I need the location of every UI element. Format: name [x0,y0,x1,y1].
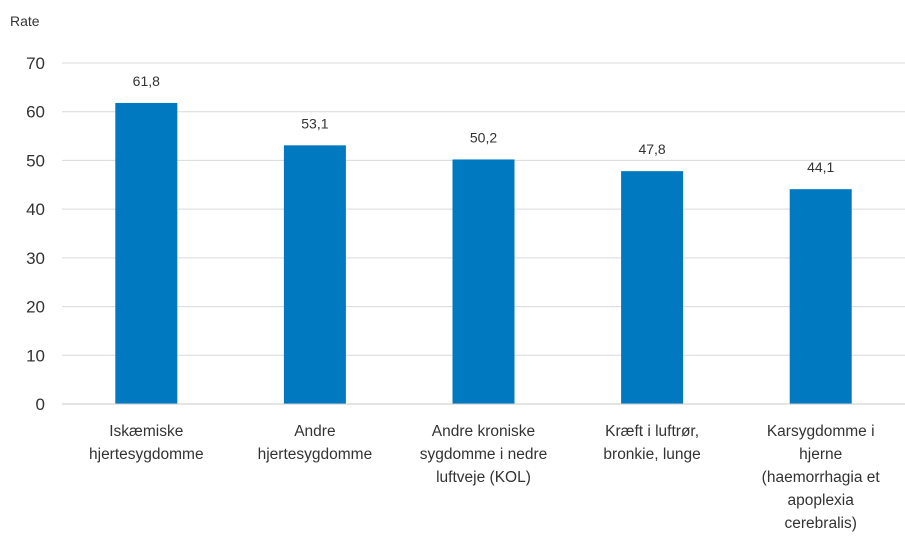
data-label: 44,1 [807,159,834,175]
x-axis-ticks: Iskæmiske hjertesygdomme Andre hjertesygdom… [89,423,880,532]
data-label: 50,2 [470,129,497,145]
data-label: 61,8 [133,73,160,89]
bar [621,171,684,404]
x-tick-label-line: Andre kroniske [432,423,535,440]
y-tick-label: 40 [26,200,45,219]
x-tick-label: Andre kroniske sygdomme i nedre luftveje (… [420,423,548,486]
y-axis-ticks: 0 10 20 30 40 50 60 70 [26,54,45,414]
y-tick-label: 20 [26,298,45,317]
bar [789,189,852,404]
data-labels: 61,8 53,1 50,2 47,8 44,1 [133,73,835,175]
x-tick-label-line: bronkie, lunge [603,446,700,463]
x-tick-label: Karsygdomme i hjerne (haemorrhagia et apopl… [762,423,881,532]
x-tick-label-line: hjertesygdomme [89,446,204,463]
x-tick-label: Iskæmiske hjertesygdomme [89,423,204,463]
x-tick-label: Kræft i luftrør, bronkie, lunge [603,423,700,463]
bar [115,102,178,405]
y-tick-label: 10 [26,346,45,365]
data-label: 53,1 [301,115,328,131]
y-tick-label: 50 [26,151,45,170]
x-tick-label-line: apoplexia [788,492,855,509]
x-tick-label-line: Andre [294,423,335,440]
x-tick-label: Andre hjertesygdomme [258,423,373,463]
x-tick-label-line: luftveje (KOL) [436,469,531,486]
bars [115,102,852,405]
y-tick-label: 60 [26,103,45,122]
data-label: 47,8 [638,141,665,157]
x-tick-label-line: sygdomme i nedre [420,446,548,463]
y-tick-label: 30 [26,249,45,268]
bar [452,159,515,404]
x-tick-label-line: (haemorrhagia et [762,469,881,486]
y-tick-label: 0 [36,395,45,414]
y-axis-label: Rate [10,13,40,29]
x-tick-label-line: Karsygdomme i [767,423,875,440]
x-tick-label-line: hjertesygdomme [258,446,373,463]
x-tick-label-line: hjerne [799,446,842,463]
x-tick-label-line: cerebralis) [785,515,857,532]
y-tick-label: 70 [26,54,45,73]
x-tick-label-line: Kræft i luftrør, [605,423,699,440]
x-tick-label-line: Iskæmiske [109,423,183,440]
bar [283,145,346,404]
